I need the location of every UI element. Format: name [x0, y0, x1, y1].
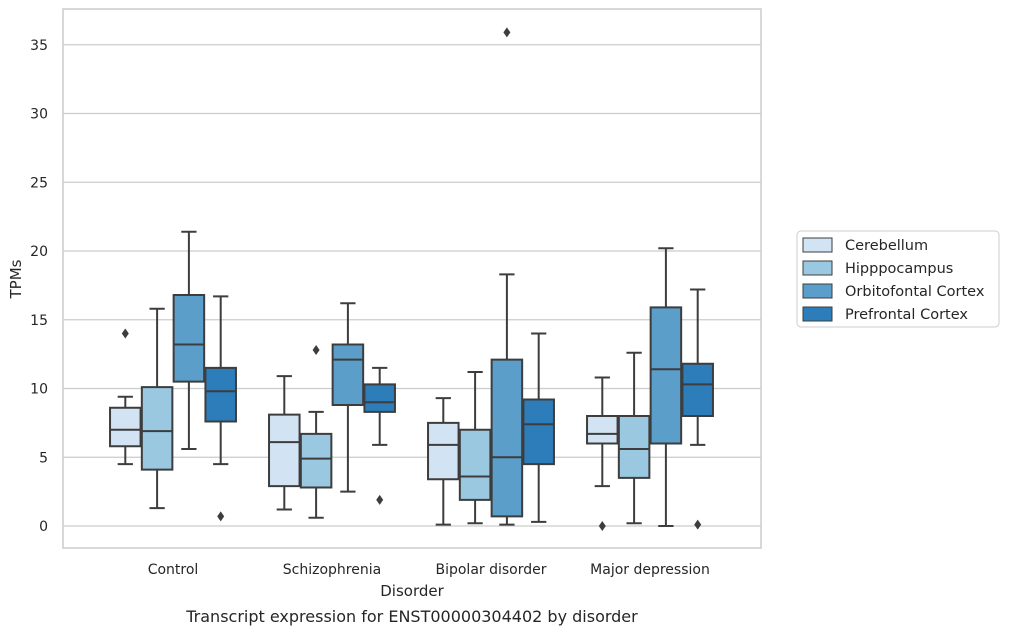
box-body — [363, 383, 396, 413]
legend-label: Hipppocampus — [845, 261, 953, 277]
box-hipppocampus — [140, 307, 174, 510]
y-tick-label: 15 — [30, 313, 48, 329]
y-tick-label: 35 — [30, 38, 48, 54]
box-hipppocampus — [617, 351, 651, 525]
box-body — [427, 421, 460, 481]
x-tick-label: Schizophrenia — [283, 562, 381, 578]
y-tick-label: 5 — [39, 450, 48, 466]
y-tick-label: 0 — [39, 519, 48, 535]
box-body — [299, 432, 333, 489]
box-body — [204, 366, 237, 423]
x-tick-label: Major depression — [590, 562, 710, 578]
outlier-point — [312, 345, 320, 355]
legend: Cerebellum Hipppocampus Orbitofontal Corte… — [796, 230, 1000, 328]
x-tick-label: Control — [148, 562, 199, 578]
box-prefrontal-cortex — [363, 366, 396, 505]
outlier-point — [121, 328, 129, 339]
box-body — [458, 428, 492, 501]
box-orbitofontal-cortex — [331, 302, 365, 493]
x-axis-label: Disorder — [380, 582, 444, 600]
legend-swatch — [802, 260, 833, 276]
box-prefrontal-cortex — [522, 332, 555, 523]
plot-frame — [62, 8, 762, 549]
box-hipppocampus — [299, 345, 333, 519]
box-body — [172, 294, 206, 383]
box-prefrontal-cortex — [681, 288, 714, 530]
x-tick-label: Bipolar disorder — [435, 562, 546, 578]
box-cerebellum — [268, 375, 301, 511]
y-tick-label: 30 — [30, 107, 48, 123]
x-axis-ticks: Control Schizophrenia Bipolar disorder Majo… — [148, 562, 710, 578]
y-axis-ticks: 0 5 10 15 20 25 30 35 — [30, 38, 48, 535]
box-prefrontal-cortex — [204, 295, 237, 522]
box-groups — [109, 27, 714, 531]
box-cerebellum — [109, 328, 142, 466]
box-cerebellum — [586, 376, 619, 531]
box-body — [649, 306, 683, 445]
legend-swatch — [802, 237, 833, 253]
legend-swatch — [802, 283, 833, 299]
box-body — [109, 406, 142, 448]
box-orbitofontal-cortex — [649, 247, 683, 527]
box-hipppocampus — [458, 371, 492, 525]
box-cerebellum — [427, 397, 460, 526]
box-body — [268, 413, 301, 488]
box-orbitofontal-cortex — [490, 27, 524, 526]
legend-label: Prefrontal Cortex — [845, 307, 968, 323]
legend-label: Cerebellum — [845, 238, 928, 254]
outlier-point — [503, 27, 511, 38]
box-body — [522, 398, 555, 466]
chart-caption: Transcript expression for ENST0000030440… — [185, 607, 638, 626]
y-axis-label: TPMs — [7, 259, 25, 299]
outlier-point — [598, 521, 606, 531]
legend-label: Orbitofontal Cortex — [845, 284, 985, 300]
box-orbitofontal-cortex — [172, 230, 206, 450]
box-body — [586, 415, 619, 445]
y-tick-label: 10 — [30, 382, 48, 398]
y-tick-label: 20 — [30, 244, 48, 260]
legend-frame — [796, 230, 1000, 328]
box-body — [140, 386, 174, 471]
outlier-point — [376, 494, 384, 505]
box-body — [681, 362, 714, 417]
outlier-point — [694, 519, 702, 530]
box-body — [490, 358, 524, 518]
outlier-point — [217, 511, 225, 522]
box-body — [617, 415, 651, 479]
y-tick-label: 25 — [30, 175, 48, 191]
legend-swatch — [802, 306, 833, 322]
box-body — [331, 343, 365, 406]
